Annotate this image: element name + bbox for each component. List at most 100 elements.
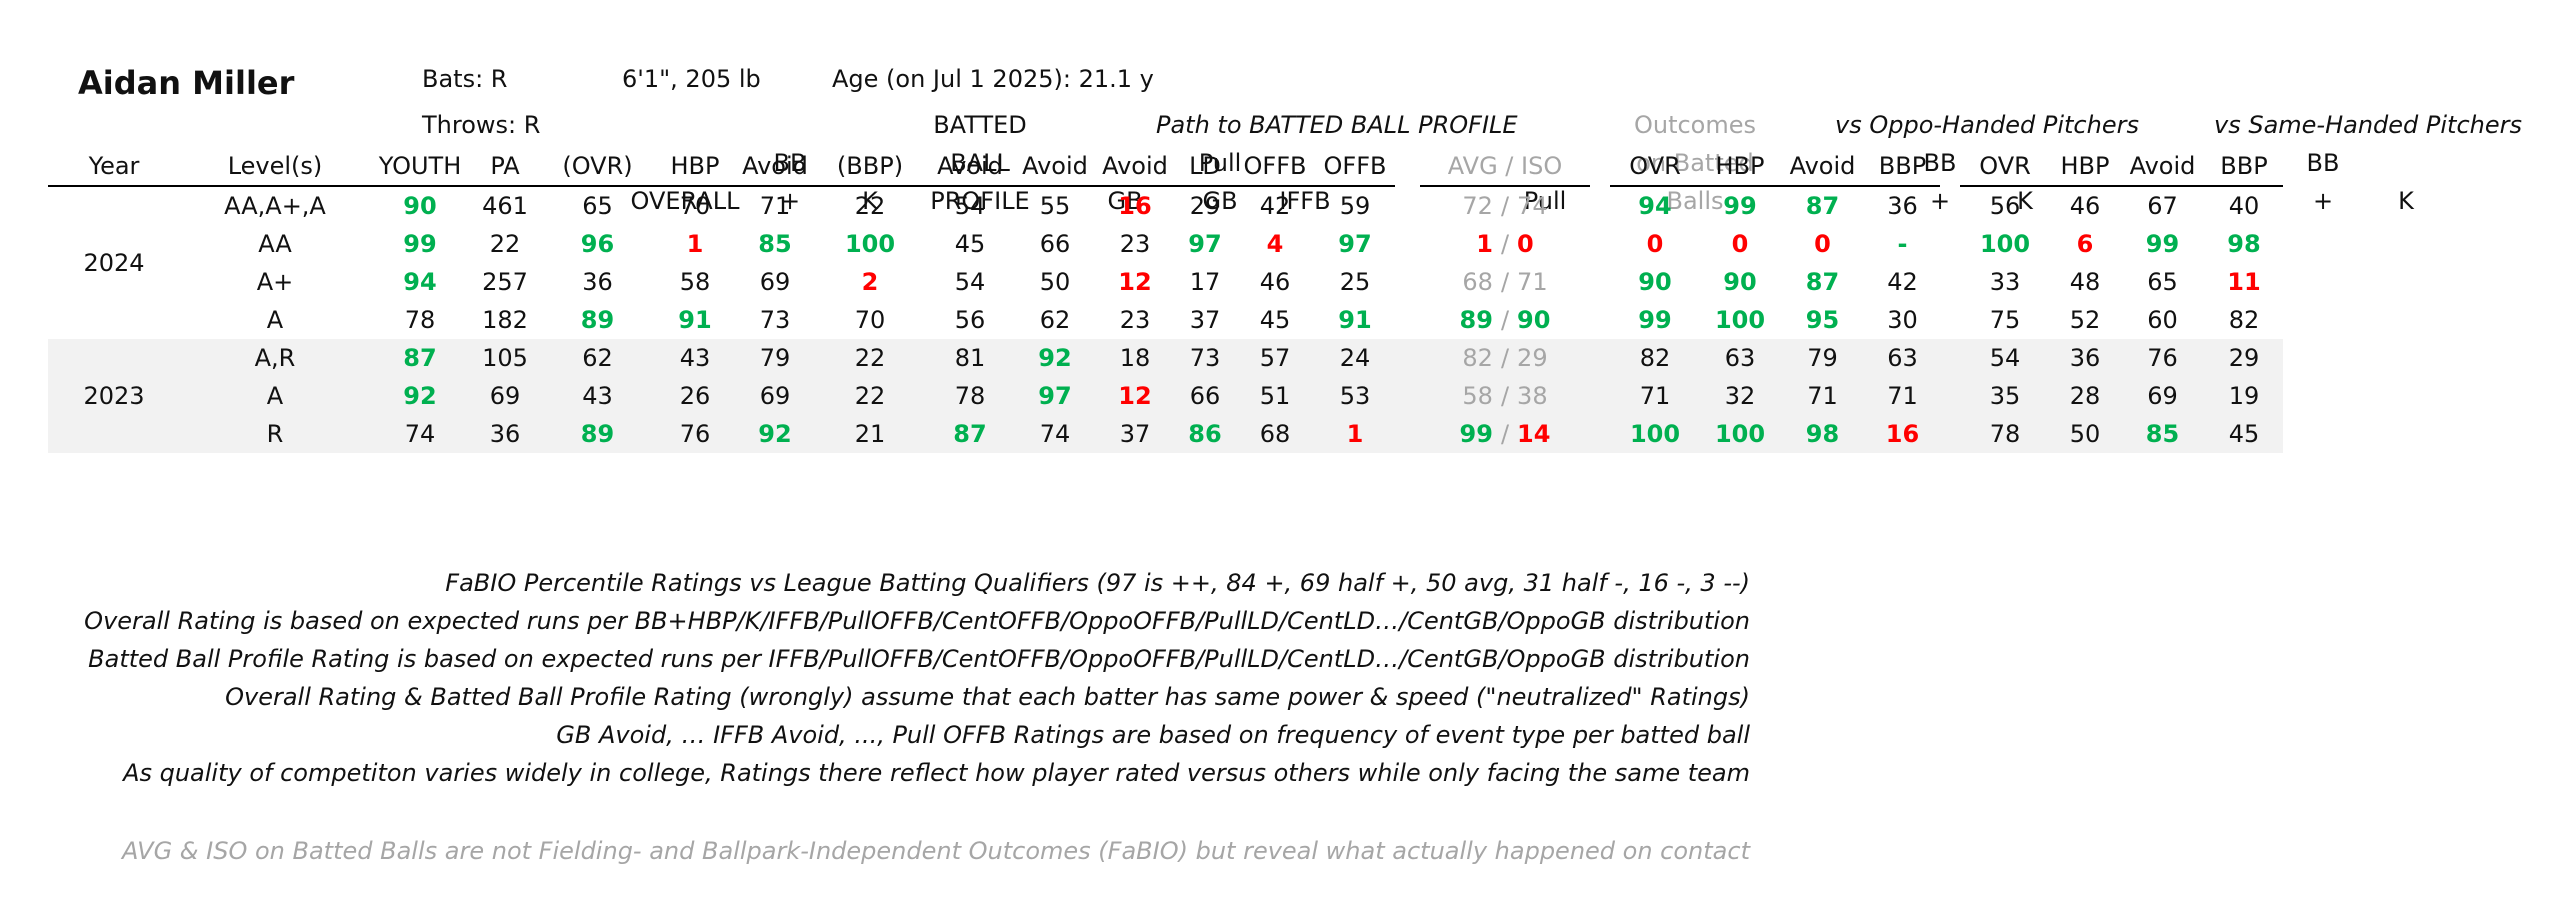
avg-iso-separator: / — [1500, 192, 1510, 220]
cell-bbhbp: 58 — [679, 268, 711, 296]
cell-o_k: 87 — [1805, 192, 1840, 220]
cell-ovr: 36 — [582, 268, 613, 296]
gbavoid-label-1: GB — [1107, 187, 1143, 215]
cell-bbhbp: 1 — [686, 230, 704, 258]
cell-level: A — [180, 377, 370, 415]
cell-youth: 74 — [370, 415, 470, 453]
cell-pa: 182 — [482, 306, 528, 334]
cell-youth: 92 — [370, 377, 470, 415]
cell-bbp: 21 — [815, 415, 925, 453]
cell-pulloffb: 53 — [1315, 377, 1395, 415]
cell-s_bbp: 98 — [2227, 230, 2261, 258]
cell-s_ovr: 56 — [1989, 192, 2021, 220]
cell-pulloffb: 97 — [1338, 230, 1372, 258]
cell-youth: 78 — [404, 306, 436, 334]
cell-o_ovr: 82 — [1610, 339, 1700, 377]
avg-value: 1 — [1476, 230, 1493, 258]
cell-ld: 97 — [1188, 230, 1222, 258]
cell-o_k: 95 — [1805, 306, 1840, 334]
avg-iso-separator: / — [1500, 420, 1510, 448]
col-gap — [1395, 263, 1420, 301]
cell-o_hbp: 100 — [1714, 306, 1766, 334]
cell-s_bbp: 45 — [2205, 415, 2283, 453]
avg-value: 89 — [1459, 306, 1493, 334]
batted-ball-label-3: PROFILE — [930, 187, 1030, 215]
cell-kavoid: 69 — [759, 268, 791, 296]
cell-bbhbp: 91 — [678, 306, 712, 334]
cell-s_k: 65 — [2147, 268, 2178, 296]
cell-pulloffb: 25 — [1339, 268, 1371, 296]
cell-o_ovr: 99 — [1638, 306, 1672, 334]
cell-pa: 36 — [470, 415, 540, 453]
col-same-kavoid: Avoid — [2120, 147, 2205, 187]
cell-youth: 94 — [403, 268, 437, 296]
cell-bbp: 2 — [861, 268, 879, 296]
table-row: A+ 94 257 36 58 69 2 54 50 12 17 46 25 68/71 90 90 87 42 3… — [48, 263, 2283, 301]
col-oppo-bbp: BBP — [1865, 147, 1940, 187]
col-gap — [1590, 263, 1610, 301]
year-cell: 2024 — [83, 249, 145, 277]
cell-iffb: 16 — [1118, 192, 1152, 220]
note-fabio: AVG & ISO on Batted Balls are not Fieldi… — [121, 837, 1750, 865]
col-gap — [1940, 339, 1960, 377]
cell-s_hbp: 6 — [2076, 230, 2094, 258]
note-bbp: Batted Ball Profile Rating is based on e… — [88, 645, 1750, 673]
col-gap — [1395, 225, 1420, 263]
cell-pa: 22 — [489, 230, 521, 258]
same-bbhbp-label-1: BB — [2306, 149, 2340, 177]
cell-bbp: 100 — [844, 230, 896, 258]
col-gap — [1590, 225, 1610, 263]
oppo-bbhbp-label-2: + — [1929, 187, 1951, 215]
age-label: Age (on Jul 1 2025): 21.1 y — [832, 65, 1154, 93]
bats-label: Bats: R — [422, 65, 508, 93]
cell-o_bbp: 42 — [1887, 268, 1918, 296]
outcomes-label-3: Balls — [1666, 187, 1724, 215]
iso-value: 0 — [1517, 230, 1534, 258]
cell-o_hbp: 100 — [1700, 415, 1780, 453]
cell-s_k: 76 — [2120, 339, 2205, 377]
oppo-group-label: vs Oppo-Handed Pitchers — [1835, 111, 2139, 139]
col-gap — [1590, 415, 1610, 453]
col-gap — [1590, 377, 1610, 415]
col-gap — [1940, 415, 1960, 453]
cell-pulloffb: 59 — [1339, 192, 1371, 220]
cell-o_hbp: 90 — [1723, 268, 1757, 296]
cell-s_k: 99 — [2145, 230, 2180, 258]
col-gap — [1940, 147, 1960, 186]
cell-gbavoid: 81 — [925, 339, 1015, 377]
note-college: As quality of competiton varies widely i… — [123, 759, 1750, 787]
throws-label: Throws: R — [422, 111, 541, 139]
cell-pullgb: 74 — [1015, 415, 1095, 453]
cell-pa: 257 — [482, 268, 528, 296]
cell-ld: 17 — [1189, 268, 1221, 296]
col-ovr: (OVR) — [540, 147, 655, 187]
col-bbhbp: HBP — [655, 147, 735, 187]
header-row: Year Level(s) YOUTH PA (OVR) HBP Avoid (… — [48, 147, 2283, 187]
cell-bbp: 22 — [854, 192, 886, 220]
cell-o_bbp: 16 — [1865, 415, 1940, 453]
cell-gbavoid: 45 — [954, 230, 986, 258]
cell-offb: 4 — [1266, 230, 1284, 258]
cell-o_bbp: - — [1897, 230, 1908, 258]
cell-iffb: 23 — [1119, 306, 1151, 334]
col-gap — [1940, 186, 1960, 225]
cell-level: AA,A+,A — [224, 192, 326, 220]
note-overall: Overall Rating is based on expected runs… — [84, 607, 1750, 635]
iso-value: 14 — [1517, 420, 1551, 448]
table-body: 2024 AA,A+,A 90 461 65 70 71 22 54 55 16 29 42 59 72/7… — [48, 186, 2283, 453]
path-group-label: Path to BATTED BALL PROFILE — [1156, 111, 1518, 139]
cell-level: R — [180, 415, 370, 453]
iso-value: 38 — [1517, 382, 1548, 410]
cell-pa: 105 — [470, 339, 540, 377]
cell-s_ovr: 33 — [1989, 268, 2021, 296]
table-row: R 74 36 89 76 92 21 87 74 37 86 68 1 99/14 100 100 98 16 7… — [48, 415, 2283, 453]
col-gap — [1590, 301, 1610, 339]
cell-o_bbp: 30 — [1887, 306, 1918, 334]
cell-pullgb: 62 — [1039, 306, 1071, 334]
col-youth: YOUTH — [370, 147, 470, 187]
cell-s_k: 60 — [2147, 306, 2178, 334]
col-gap — [1940, 225, 1960, 263]
cell-ld: 66 — [1175, 377, 1235, 415]
cell-avg-iso: 89/90 — [1420, 301, 1590, 339]
cell-gbavoid: 78 — [925, 377, 1015, 415]
